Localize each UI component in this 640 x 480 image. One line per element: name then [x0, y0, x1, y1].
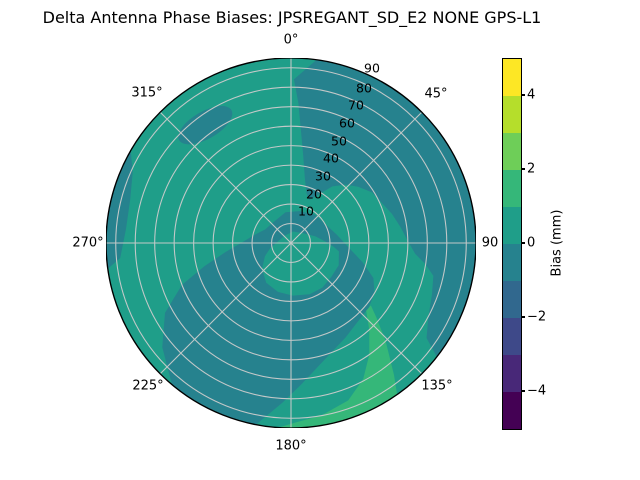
colorbar-segment — [503, 207, 521, 244]
contour-band-1-2-streak — [278, 305, 398, 428]
r-label-50: 50 — [331, 133, 347, 149]
colorbar-gradient — [502, 58, 522, 430]
chart-title: Delta Antenna Phase Biases: JPSREGANT_SD… — [42, 8, 542, 27]
polar-grid-spoke — [290, 111, 423, 244]
colorbar-tick-0: 0 — [527, 235, 536, 251]
polar-plot — [106, 58, 476, 428]
theta-label-90: 90 — [481, 235, 499, 251]
r-label-70: 70 — [348, 97, 364, 113]
r-label-80: 80 — [356, 80, 372, 96]
theta-label-225: 225° — [132, 378, 164, 394]
r-label-40: 40 — [323, 150, 339, 166]
colorbar-tick-2: 2 — [527, 161, 536, 177]
colorbar-axis-label: Bias (mm) — [549, 209, 565, 277]
r-label-60: 60 — [339, 115, 355, 131]
contour-band-neg1-0-blob-315 — [178, 106, 233, 145]
polar-grid-spoke — [290, 242, 423, 375]
colorbar-tick-mark — [521, 316, 525, 318]
colorbar-tick-mark — [521, 390, 525, 392]
theta-label-135: 135° — [421, 378, 453, 394]
theta-label-45: 45° — [424, 86, 448, 102]
theta-label-270: 270° — [72, 235, 104, 251]
r-label-10: 10 — [298, 203, 314, 219]
colorbar-segment — [503, 318, 521, 355]
r-label-30: 30 — [315, 168, 331, 184]
colorbar-tick-neg4: −4 — [527, 383, 547, 399]
polar-grid — [106, 58, 476, 428]
colorbar-segment — [503, 244, 521, 281]
colorbar-tick-neg2: −2 — [527, 309, 547, 325]
colorbar-segment — [503, 281, 521, 318]
colorbar-tick-mark — [521, 168, 525, 170]
polar-grid-spoke — [159, 242, 292, 375]
theta-label-0: 0° — [283, 32, 299, 48]
contour-band-0-1-center-pocket — [261, 231, 339, 296]
colorbar-segment — [503, 170, 521, 207]
colorbar-segment — [503, 59, 521, 96]
colorbar-segment — [503, 355, 521, 392]
colorbar-tick-mark — [521, 94, 525, 96]
colorbar-segment — [503, 96, 521, 133]
colorbar-segment — [503, 392, 521, 429]
contour-band-neg1-0-topright — [293, 59, 476, 357]
r-label-20: 20 — [306, 186, 322, 202]
colorbar-segment — [503, 133, 521, 170]
theta-label-180: 180° — [275, 438, 307, 454]
polar-grid-spoke — [159, 111, 292, 244]
colorbar-tick-4: 4 — [527, 87, 536, 103]
theta-label-315: 315° — [131, 85, 163, 101]
colorbar-tick-mark — [521, 242, 525, 244]
r-label-90: 90 — [364, 60, 380, 76]
